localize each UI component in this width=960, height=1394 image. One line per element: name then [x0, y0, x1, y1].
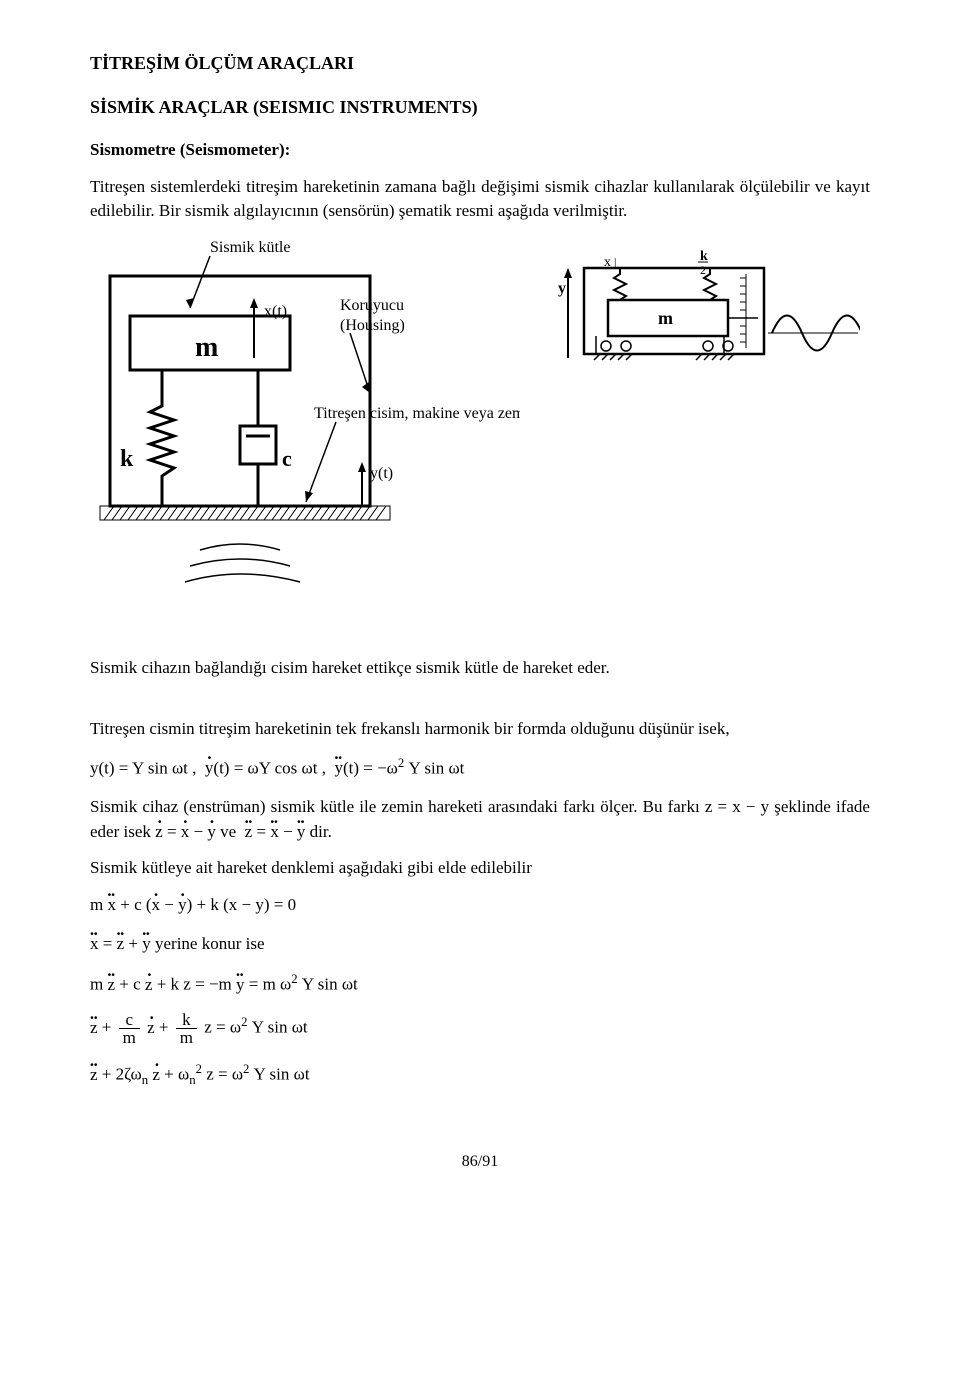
y-axis-label: y: [558, 280, 566, 297]
equation-eom2: m z + c z + k z = −m y = m ω2 Y sin ωt: [90, 970, 870, 997]
after-diagram-paragraph: Sismik cihazın bağlandığı cisim hareket …: [90, 656, 870, 681]
sismik-kutle-label: Sismik kütle: [210, 239, 290, 256]
page-number: 86/91: [90, 1150, 870, 1173]
equation-eom4: z + 2ζωn z + ωn2 z = ω2 Y sin ωt: [90, 1060, 870, 1090]
seismometer-reference-figure: y x | k 2 m: [550, 238, 860, 426]
section-title: SİSMİK ARAÇLAR (SEISMIC INSTRUMENTS): [90, 94, 870, 120]
m-right-label: m: [658, 308, 673, 328]
koruyucu-label: Koruyucu: [340, 297, 404, 314]
eom-intro-paragraph: Sismik kütleye ait hareket denklemi aşağ…: [90, 856, 870, 881]
seismometer-schematic: Sismik kütle x(t) Koruyucu (Housing) m k: [90, 238, 520, 636]
intro-paragraph: Titreşen sistemlerdeki titreşim hareketi…: [90, 175, 870, 224]
svg-text:|: |: [614, 255, 616, 269]
mass-m-label: m: [195, 332, 218, 363]
damper-c-label: c: [282, 446, 292, 471]
housing-label: (Housing): [340, 317, 405, 334]
equation-y-def: y(t) = Y sin ωt , y(t) = ωY cos ωt , y(t…: [90, 754, 870, 781]
instrument-diff-paragraph: Sismik cihaz (enstrüman) sismik kütle il…: [90, 795, 870, 844]
page-title: TİTREŞİM ÖLÇÜM ARAÇLARI: [90, 50, 870, 76]
spring-k-label: k: [120, 446, 134, 472]
x-right-label: x: [604, 255, 611, 270]
equation-eom3: z + cm z + km z = ω2 Y sin ωt: [90, 1011, 870, 1046]
yt-label: y(t): [370, 465, 393, 482]
hatched-ground: [100, 506, 390, 520]
titresen-cisim-label: Titreşen cisim, makine veya zemin: [314, 405, 520, 422]
harmonic-paragraph: Titreşen cismin titreşim hareketinin tek…: [90, 717, 870, 742]
equation-subst: x = z + y yerine konur ise: [90, 932, 870, 957]
subsection-title: Sismometre (Seismometer):: [90, 138, 870, 163]
diagram-row: Sismik kütle x(t) Koruyucu (Housing) m k: [90, 238, 870, 636]
equation-eom1: m x + c (x − y) + k (x − y) = 0: [90, 893, 870, 918]
half2-label: 2: [700, 263, 706, 277]
